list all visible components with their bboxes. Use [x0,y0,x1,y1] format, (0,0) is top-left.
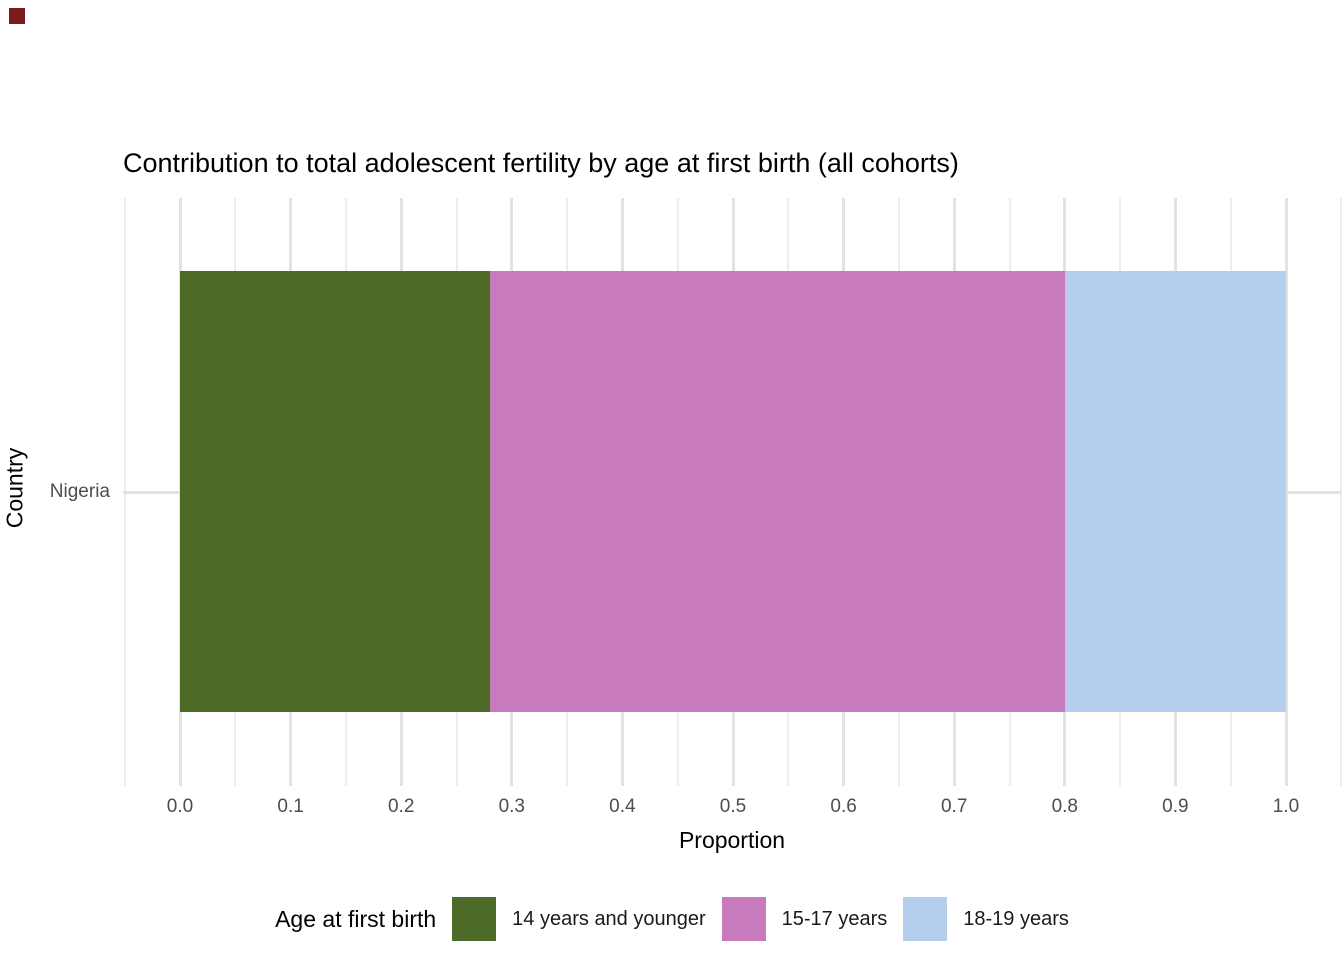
bar-segment [180,271,490,712]
x-tick-label: 0.5 [719,796,747,817]
legend-swatch [721,897,766,941]
legend-title: Age at first birth [275,905,437,932]
gridline-minor [1340,198,1343,786]
bar-segment [489,271,1065,712]
plot-panel [123,198,1343,786]
x-tick-label: 0.8 [1051,796,1079,817]
legend-item: 14 years and younger [452,897,706,941]
bar-segment [1064,271,1286,712]
legend-label: 14 years and younger [512,907,706,930]
legend-swatch [452,897,497,941]
legend-label: 15-17 years [781,907,888,930]
x-tick-label: 0.6 [830,796,857,817]
x-tick-label: 0.3 [498,796,526,817]
x-tick-label: 0.9 [1162,796,1189,817]
x-tick-label: 1.0 [1272,796,1300,817]
x-tick-label: 0.4 [609,796,636,817]
legend-label: 18-19 years [963,907,1069,930]
x-axis-title: Proportion [678,827,786,853]
x-tick-label: 0.7 [940,796,968,817]
x-tick-label: 0.0 [166,796,194,817]
legend-swatch [903,897,948,941]
chart-title: Contribution to total adolescent fertili… [123,148,959,178]
corner-marker [9,8,25,24]
legend-item: 18-19 years [903,897,1069,941]
y-tick-label: Nigeria [49,481,110,502]
legend: Age at first birth 14 years and younger 1… [0,897,1344,941]
legend-item: 15-17 years [721,897,888,941]
x-tick-label: 0.2 [387,796,415,817]
x-tick-label: 0.1 [277,796,304,817]
